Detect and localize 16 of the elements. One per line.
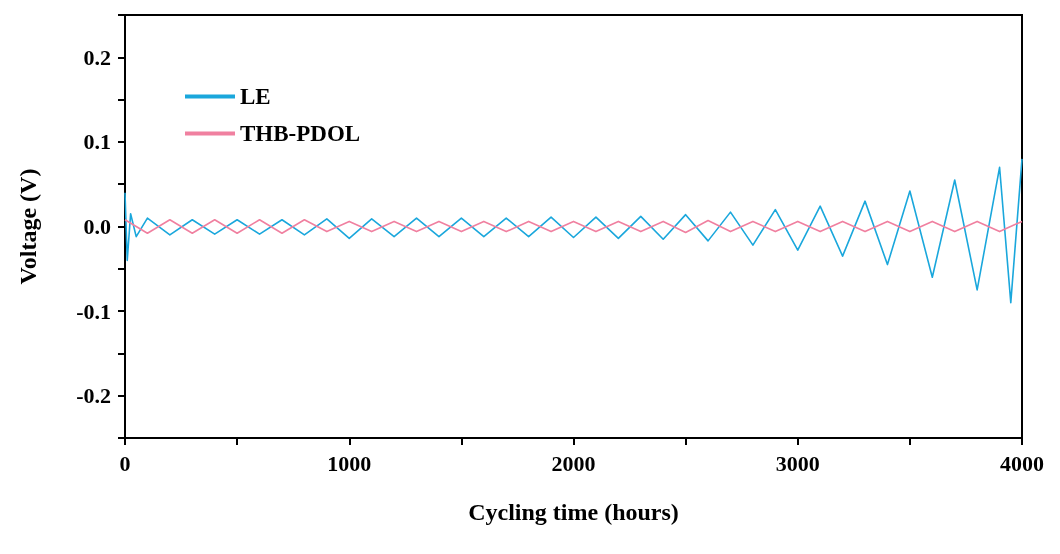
line-series — [124, 218, 1023, 235]
x-tick-label: 2000 — [551, 450, 596, 476]
x-tick-label: 3000 — [775, 450, 820, 476]
y-tick-label: 0.2 — [83, 44, 111, 70]
y-axis-title: Voltage (V) — [15, 168, 41, 285]
line-series — [124, 158, 1023, 304]
y-tick-label: 0.0 — [83, 214, 111, 239]
y-tick-label: -0.2 — [76, 383, 111, 409]
y-tick-label: -0.1 — [76, 298, 111, 324]
legend-label: LE — [240, 84, 271, 109]
x-tick-label: 4000 — [1000, 450, 1044, 476]
x-tick-label: 1000 — [327, 450, 372, 476]
x-axis-title: Cycling time (hours) — [468, 499, 679, 525]
x-tick-label: 0 — [119, 450, 131, 476]
legend-label: THB-PDOL — [240, 121, 361, 146]
y-tick-label: 0.1 — [83, 129, 111, 155]
